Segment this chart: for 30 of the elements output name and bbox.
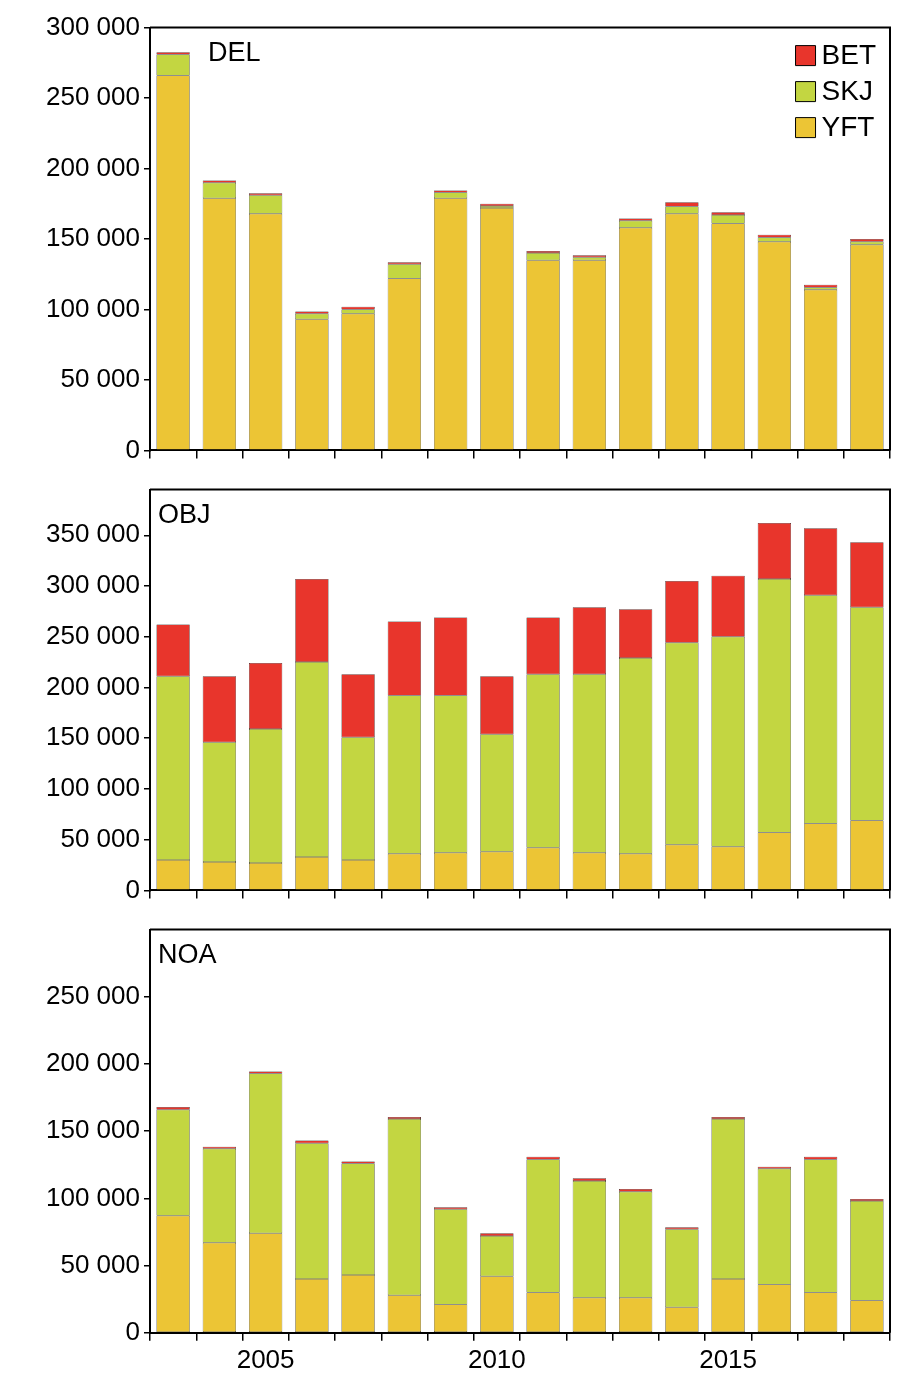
y-tick-label: 150 000	[46, 1114, 140, 1145]
x-tick-label: 2015	[699, 1343, 758, 1374]
y-tick-label: 100 000	[46, 292, 140, 323]
y-tick-label: 50 000	[60, 363, 140, 394]
legend-label: SKJ	[821, 75, 873, 107]
y-tick-label: 0	[125, 433, 140, 464]
chart-title: OBJ	[158, 498, 211, 529]
y-tick-label: 50 000	[60, 1248, 140, 1279]
y-tick-label: 50 000	[60, 822, 140, 853]
y-tick-label: 250 000	[46, 979, 140, 1010]
legend-label: BET	[821, 39, 877, 71]
x-tick-label: 2005	[236, 1343, 295, 1374]
y-tick-label: 0	[125, 873, 140, 904]
y-tick-label: 200 000	[46, 1047, 140, 1078]
y-tick-label: 150 000	[46, 222, 140, 253]
y-tick-label: 300 000	[46, 10, 140, 41]
x-tick-label: 2010	[467, 1343, 526, 1374]
chart-title: DEL	[208, 36, 261, 67]
y-tick-label: 150 000	[46, 721, 140, 752]
y-tick-label: 250 000	[46, 81, 140, 112]
y-tick-label: 350 000	[46, 518, 140, 549]
chart-title: NOA	[158, 938, 217, 969]
legend-label: YFT	[821, 111, 875, 143]
y-tick-label: 250 000	[46, 619, 140, 650]
y-tick-label: 200 000	[46, 151, 140, 182]
y-tick-label: 100 000	[46, 1181, 140, 1212]
y-tick-label: 100 000	[46, 772, 140, 803]
y-tick-label: 0	[125, 1315, 140, 1346]
y-tick-label: 200 000	[46, 670, 140, 701]
y-tick-label: 300 000	[46, 569, 140, 600]
